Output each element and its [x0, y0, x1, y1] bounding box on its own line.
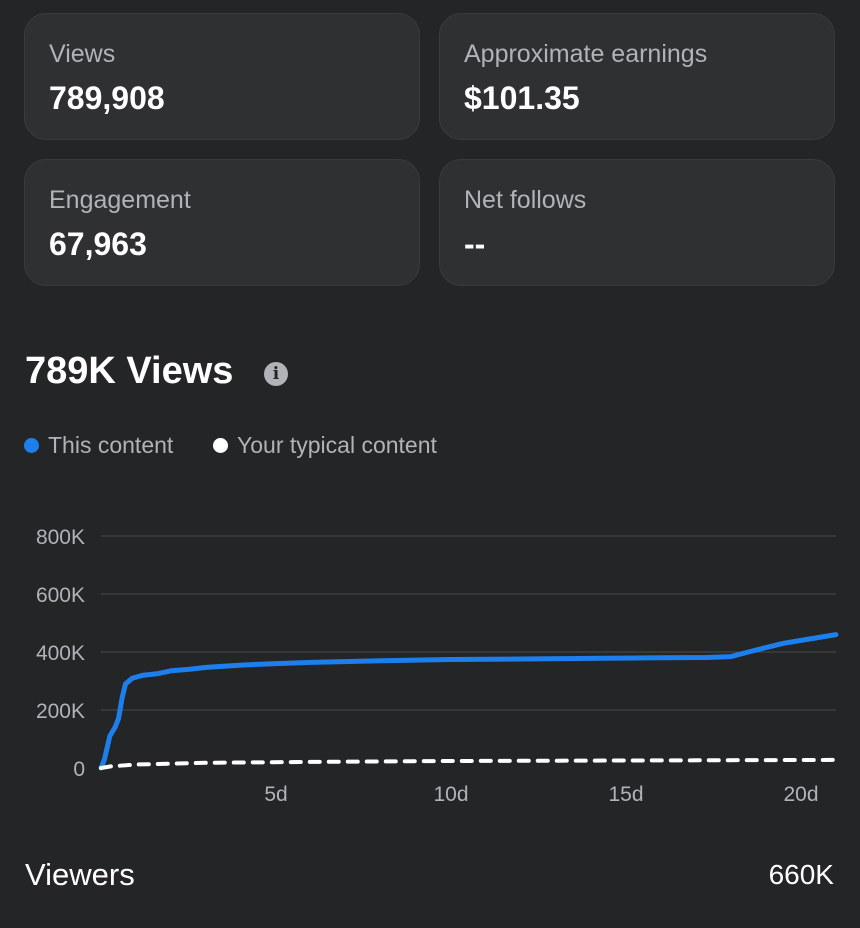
net-follows-label: Net follows [464, 186, 587, 214]
earnings-label: Approximate earnings [464, 40, 708, 68]
views-value: 789,908 [49, 80, 165, 116]
x-tick-label: 15d [608, 783, 643, 806]
y-tick-label: 200K [36, 700, 85, 723]
series-line-typical-content [99, 757, 838, 770]
series-line-this-content [98, 632, 839, 771]
y-tick-label: 800K [36, 526, 85, 549]
x-tick-label: 20d [783, 783, 818, 806]
earnings-value: $101.35 [464, 80, 580, 116]
engagement-label: Engagement [49, 186, 191, 214]
x-tick-label: 10d [433, 783, 468, 806]
views-label: Views [49, 40, 116, 68]
viewers-value: 660K [768, 859, 834, 890]
legend-dot-typical-content [213, 437, 228, 453]
y-tick-label: 400K [36, 642, 85, 665]
legend-label-typical-content: Your typical content [237, 431, 437, 458]
info-icon[interactable]: i [264, 362, 288, 386]
earnings-card[interactable]: Approximate earnings $101.35 [439, 13, 835, 140]
engagement-card[interactable]: Engagement 67,963 [24, 159, 420, 286]
legend-label-this-content: This content [48, 431, 174, 458]
x-tick-label: 5d [264, 783, 287, 806]
views-card[interactable]: Views 789,908 [24, 13, 420, 140]
legend-typical-content: Your typical content [213, 430, 437, 460]
net-follows-card[interactable]: Net follows -- [439, 159, 835, 286]
views-line-chart: 0 200K 400K 600K 800K 5d 10d 15d 20d [36, 526, 839, 806]
y-tick-label: 600K [36, 584, 85, 607]
y-tick-label: 0 [73, 758, 85, 781]
legend-dot-this-content [24, 437, 39, 453]
engagement-value: 67,963 [49, 226, 147, 262]
viewers-label: Viewers [25, 857, 135, 892]
net-follows-value: -- [464, 226, 486, 262]
legend-this-content: This content [24, 430, 173, 460]
views-section-title: 789K Views [25, 350, 234, 392]
